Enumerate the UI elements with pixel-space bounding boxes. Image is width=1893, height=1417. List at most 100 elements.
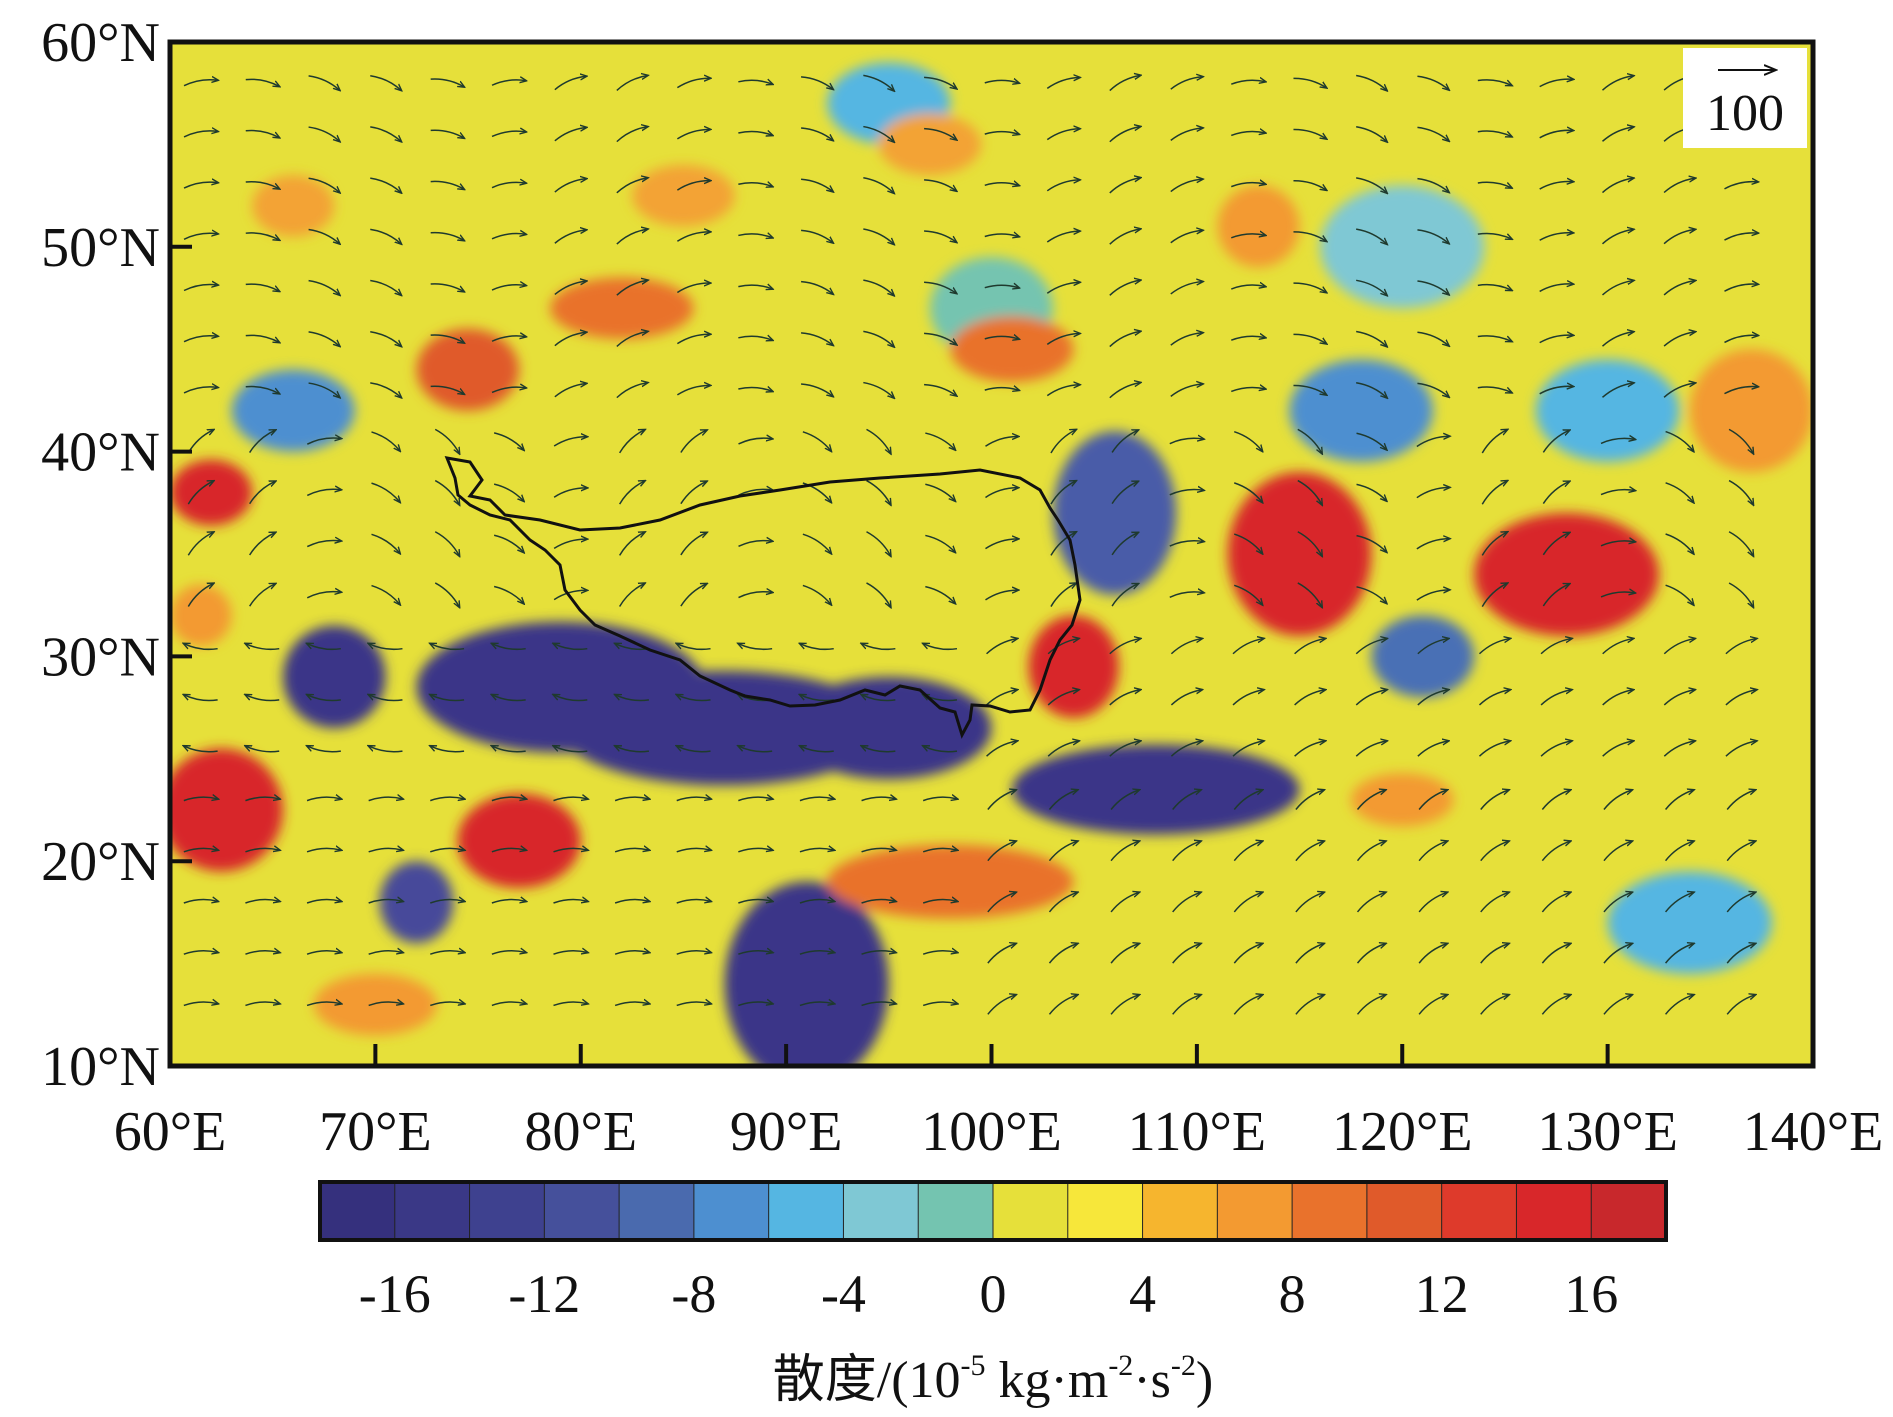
flux-vector — [1478, 690, 1509, 706]
flux-vector — [554, 281, 586, 296]
flux-vector — [987, 790, 1016, 810]
flux-vector — [308, 177, 340, 192]
flux-vector — [986, 639, 1017, 655]
flux-vector — [308, 228, 340, 243]
flux-vector — [1356, 790, 1386, 810]
flux-vector — [1480, 790, 1509, 810]
flux-vector — [1417, 126, 1448, 140]
flux-vector — [1602, 639, 1633, 655]
flux-vector — [368, 900, 403, 904]
flux-vector — [183, 284, 218, 292]
lat-tick-label: 10°N — [41, 1036, 160, 1098]
divergence-patch — [549, 277, 694, 339]
flux-vector — [616, 229, 648, 245]
flux-vector — [1541, 841, 1570, 862]
divergence-patch — [950, 316, 1074, 382]
flux-vector — [306, 848, 341, 853]
lat-tick-label: 20°N — [41, 831, 160, 893]
flux-vector — [1050, 583, 1076, 607]
flux-vector — [677, 746, 711, 753]
flux-vector — [306, 489, 341, 497]
flux-vector — [1480, 944, 1509, 964]
flux-vector — [1542, 430, 1569, 453]
flux-vector — [1109, 383, 1140, 399]
flux-vector — [1724, 386, 1757, 395]
flux-vector — [1170, 384, 1203, 397]
flux-vector — [862, 644, 896, 651]
flux-vector — [249, 481, 276, 505]
flux-vector — [1602, 690, 1633, 706]
flux-vector — [1233, 841, 1262, 862]
flux-vector — [553, 539, 587, 550]
flux-vector — [739, 746, 773, 753]
flux-vector — [1663, 229, 1695, 245]
flux-vector — [246, 746, 280, 753]
lat-tick-label: 60°N — [41, 12, 160, 74]
flux-vector — [616, 383, 648, 399]
flux-vector — [1542, 584, 1569, 607]
flux-vector — [801, 76, 833, 89]
flux-vector — [922, 797, 957, 802]
flux-vector — [1416, 590, 1449, 601]
flux-vector — [371, 533, 399, 553]
flux-vector — [1602, 741, 1633, 757]
flux-vector — [616, 280, 648, 296]
divergence-patch — [724, 881, 889, 1066]
flux-vector — [1724, 182, 1757, 190]
flux-vector — [1481, 532, 1507, 556]
flux-vector — [1109, 127, 1140, 143]
flux-vector — [430, 231, 464, 241]
flux-vector — [738, 489, 773, 496]
flux-vector — [1477, 130, 1512, 137]
flux-vector — [1601, 383, 1633, 398]
flux-vector — [802, 533, 831, 553]
flux-vector — [1726, 944, 1755, 964]
lon-tick-label: 140°E — [1743, 1101, 1884, 1163]
flux-vector — [1172, 995, 1201, 1015]
flux-vector — [183, 336, 218, 343]
flux-vector — [1418, 841, 1447, 862]
flux-vector — [1478, 639, 1509, 655]
colorbar-cell — [693, 1181, 770, 1241]
flux-vector — [184, 695, 218, 702]
flux-vector — [1048, 790, 1077, 810]
flux-vector — [430, 283, 464, 292]
flux-vector — [861, 900, 896, 904]
tibetan-plateau-boundary — [444, 456, 1082, 739]
flux-vector — [676, 181, 710, 191]
flux-vector — [985, 488, 1018, 499]
flux-vector — [800, 695, 834, 702]
flux-vector — [1110, 790, 1139, 810]
flux-vector — [680, 584, 707, 607]
reference-vector-box: 100 — [1683, 48, 1807, 148]
flux-vector — [1725, 639, 1756, 655]
flux-vector — [1539, 182, 1573, 190]
colorbar-tick-label: 16 — [1564, 1264, 1618, 1324]
flux-vector — [615, 746, 650, 753]
divergence-patch — [1217, 185, 1300, 268]
flux-vector — [1663, 741, 1694, 757]
colorbar-cell — [1515, 1181, 1593, 1241]
flux-vector — [308, 75, 340, 90]
lon-tick-label: 70°E — [319, 1101, 432, 1163]
lon-tick-label: 130°E — [1537, 1101, 1678, 1163]
flux-vector — [925, 585, 955, 604]
flux-vector — [1232, 639, 1263, 655]
flux-vector — [676, 232, 710, 242]
flux-vector — [430, 951, 464, 955]
flux-vector — [1541, 995, 1570, 1015]
flux-vector — [249, 533, 276, 556]
flux-vector — [738, 900, 772, 904]
flux-vector — [1232, 690, 1263, 706]
lon-tick-label: 100°E — [921, 1101, 1062, 1163]
flux-vector — [1600, 592, 1635, 598]
flux-vector — [1477, 283, 1512, 291]
flux-vector — [616, 178, 648, 194]
flux-vector — [1601, 229, 1633, 245]
flux-vector — [676, 900, 711, 904]
flux-vector — [614, 1002, 649, 1007]
flux-vector — [1417, 690, 1448, 706]
divergence-patch — [1227, 472, 1372, 636]
flux-vector — [491, 234, 526, 240]
flux-vector — [801, 178, 833, 191]
